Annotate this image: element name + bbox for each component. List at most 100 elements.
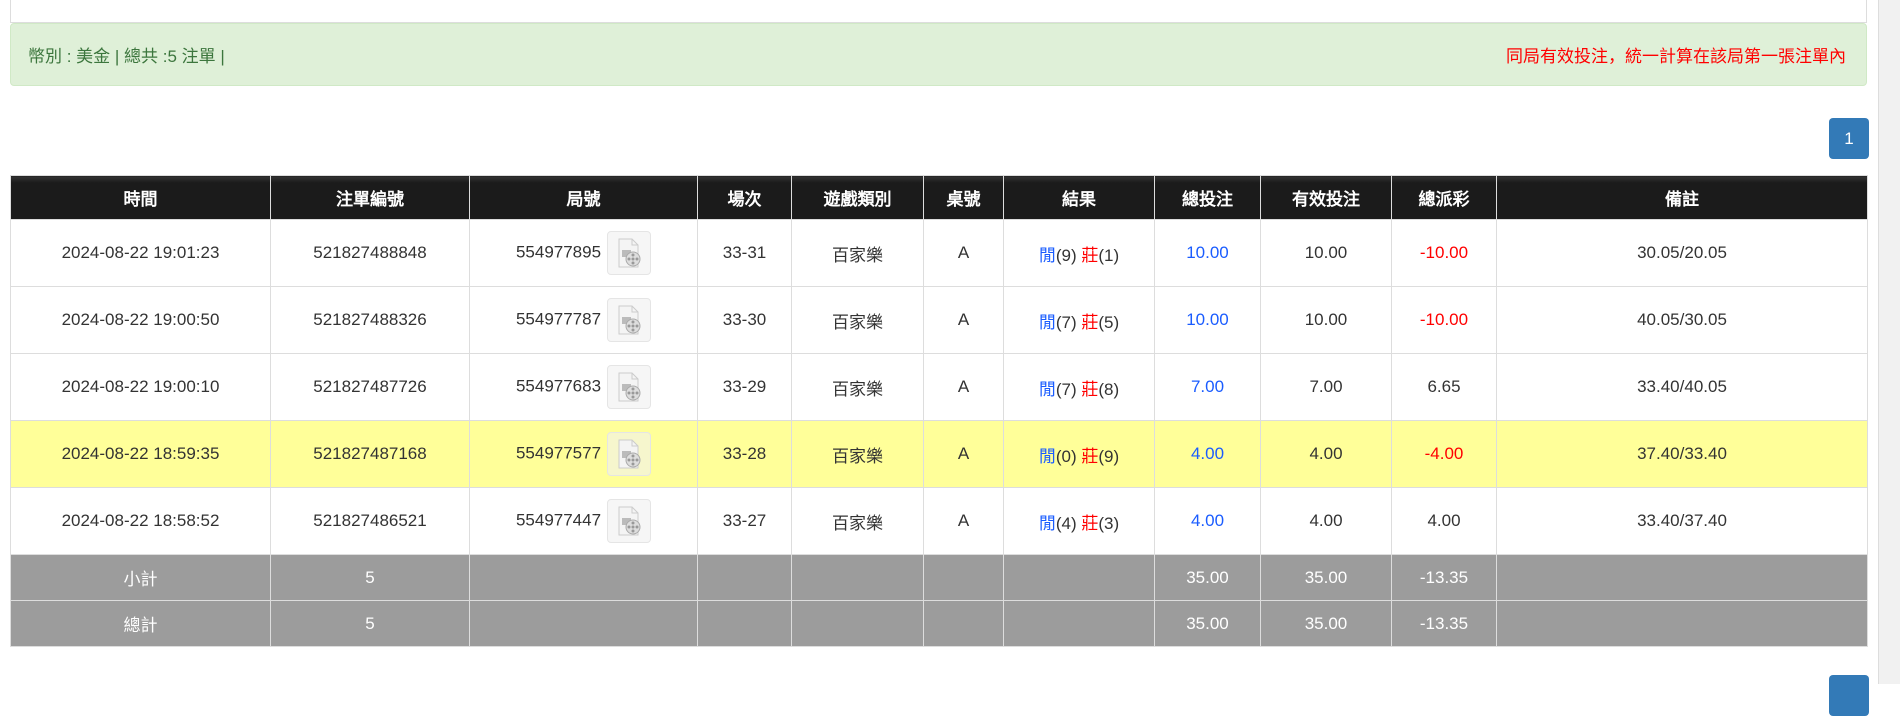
empty-cell [923, 600, 1004, 647]
game-type-cell: 百家樂 [791, 487, 924, 555]
round-number: 554977787 [515, 309, 602, 329]
empty-cell [469, 554, 698, 601]
total-bet-cell: 10.00 [1154, 219, 1261, 287]
bet-id-cell: 521827488848 [270, 219, 470, 287]
round-number: 554977447 [515, 510, 602, 530]
round-number: 554977895 [515, 242, 602, 262]
round-number: 554977577 [515, 443, 602, 463]
note-cell: 33.40/37.40 [1496, 487, 1868, 555]
column-header: 時間 [10, 175, 271, 220]
time-cell: 2024-08-22 19:01:23 [10, 219, 271, 287]
video-file-icon[interactable] [607, 365, 652, 409]
player-score: (4) [1055, 513, 1077, 533]
banker-label: 莊 [1081, 379, 1099, 399]
column-header: 結果 [1003, 175, 1155, 220]
result-cell: 閒(9) 莊(1) [1003, 219, 1155, 287]
column-header: 遊戲類別 [791, 175, 924, 220]
bet-records-table: 時間 注單編號 局號 場次 遊戲類別 桌號 結果 總投注 有效投注 總派彩 備註 2024-08-2… [10, 175, 1868, 647]
player-score: (7) [1055, 379, 1077, 399]
top-panel [10, 0, 1867, 23]
empty-cell [469, 600, 698, 647]
banker-score: (8) [1098, 379, 1120, 399]
round-cell: 554977447 [469, 487, 698, 555]
result-cell: 閒(7) 莊(8) [1003, 353, 1155, 421]
pagination-page-bottom[interactable] [1829, 675, 1869, 716]
valid-bet-sum: 35.00 [1260, 554, 1392, 601]
empty-cell [1496, 554, 1868, 601]
note-cell: 37.40/33.40 [1496, 420, 1868, 488]
payout-cell: 6.65 [1391, 353, 1497, 421]
note-cell: 33.40/40.05 [1496, 353, 1868, 421]
banker-label: 莊 [1081, 513, 1099, 533]
valid-bet-cell: 10.00 [1260, 286, 1392, 354]
total-label: 小計 [10, 554, 271, 601]
banker-label: 莊 [1081, 446, 1099, 466]
shoe-cell: 33-30 [697, 286, 792, 354]
video-file-icon[interactable] [607, 432, 652, 476]
payout-sum: -13.35 [1391, 600, 1497, 647]
payout-cell: -4.00 [1391, 420, 1497, 488]
payout-sum: -13.35 [1391, 554, 1497, 601]
total-bet-sum: 35.00 [1154, 600, 1261, 647]
result-cell: 閒(4) 莊(3) [1003, 487, 1155, 555]
total-count: 5 [270, 600, 470, 647]
table-header: 時間 注單編號 局號 場次 遊戲類別 桌號 結果 總投注 有效投注 總派彩 備註 [10, 175, 1868, 220]
empty-cell [791, 554, 924, 601]
shoe-cell: 33-27 [697, 487, 792, 555]
banker-label: 莊 [1081, 245, 1099, 265]
valid-bet-cell: 4.00 [1260, 487, 1392, 555]
table-cell: A [923, 219, 1004, 287]
round-cell: 554977577 [469, 420, 698, 488]
player-label: 閒 [1038, 312, 1056, 332]
table-row: 2024-08-22 19:00:50 521827488326 554977787… [10, 286, 1868, 354]
table-row: 2024-08-22 19:00:10 521827487726 554977683… [10, 353, 1868, 421]
video-file-icon[interactable] [607, 499, 652, 543]
summary-notice: 同局有效投注，統一計算在該局第一張注單內 [1506, 47, 1846, 66]
result-cell: 閒(7) 莊(5) [1003, 286, 1155, 354]
bet-id-cell: 521827487168 [270, 420, 470, 488]
round-cell: 554977895 [469, 219, 698, 287]
valid-bet-cell: 10.00 [1260, 219, 1392, 287]
payout-cell: 4.00 [1391, 487, 1497, 555]
banker-score: (1) [1098, 245, 1120, 265]
total-label: 總計 [10, 600, 271, 647]
column-header: 注單編號 [270, 175, 470, 220]
player-score: (9) [1055, 245, 1077, 265]
banker-score: (3) [1098, 513, 1120, 533]
empty-cell [697, 600, 792, 647]
empty-cell [1003, 554, 1155, 601]
total-bet-cell: 4.00 [1154, 487, 1261, 555]
valid-bet-cell: 7.00 [1260, 353, 1392, 421]
video-file-icon[interactable] [607, 231, 652, 275]
valid-bet-cell: 4.00 [1260, 420, 1392, 488]
round-cell: 554977787 [469, 286, 698, 354]
result-cell: 閒(0) 莊(9) [1003, 420, 1155, 488]
player-score: (7) [1055, 312, 1077, 332]
total-count: 5 [270, 554, 470, 601]
bet-id-cell: 521827487726 [270, 353, 470, 421]
empty-cell [923, 554, 1004, 601]
total-bet-cell: 7.00 [1154, 353, 1261, 421]
valid-bet-sum: 35.00 [1260, 600, 1392, 647]
summary-alert: 幣別 : 美金 | 總共 :5 注單 | 同局有效投注，統一計算在該局第一張注單… [10, 23, 1867, 86]
empty-cell [1496, 600, 1868, 647]
total-bet-cell: 4.00 [1154, 420, 1261, 488]
shoe-cell: 33-29 [697, 353, 792, 421]
bet-id-cell: 521827488326 [270, 286, 470, 354]
table-cell: A [923, 487, 1004, 555]
time-cell: 2024-08-22 18:59:35 [10, 420, 271, 488]
video-file-icon[interactable] [607, 298, 652, 342]
bet-id-cell: 521827486521 [270, 487, 470, 555]
shoe-cell: 33-28 [697, 420, 792, 488]
payout-cell: -10.00 [1391, 286, 1497, 354]
table-cell: A [923, 420, 1004, 488]
column-header: 有效投注 [1260, 175, 1392, 220]
game-type-cell: 百家樂 [791, 219, 924, 287]
page-scrollbar[interactable] [1878, 0, 1900, 684]
empty-cell [697, 554, 792, 601]
column-header: 總派彩 [1391, 175, 1497, 220]
time-cell: 2024-08-22 18:58:52 [10, 487, 271, 555]
column-header: 場次 [697, 175, 792, 220]
player-score: (0) [1055, 446, 1077, 466]
pagination-page-1[interactable]: 1 [1829, 118, 1869, 159]
